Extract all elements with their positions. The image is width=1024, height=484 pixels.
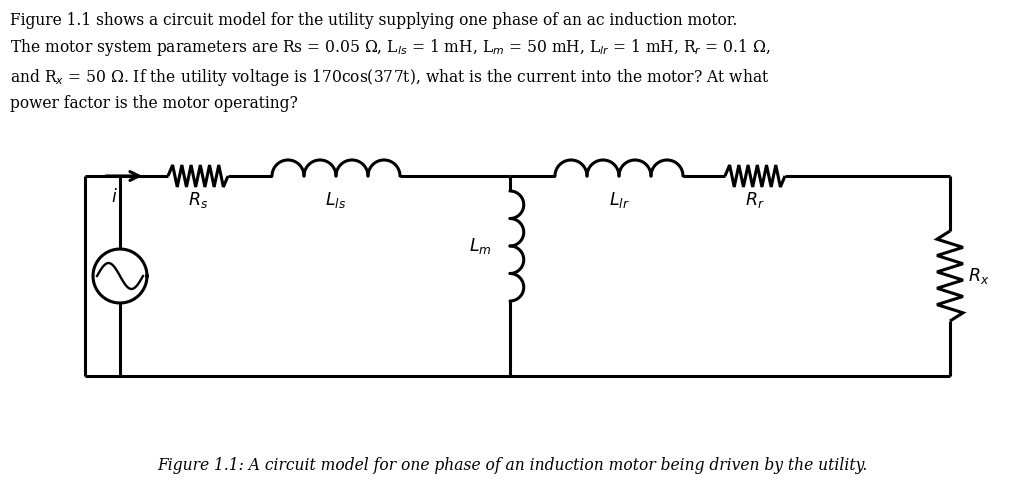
Text: Figure 1.1 shows a circuit model for the utility supplying one phase of an ac in: Figure 1.1 shows a circuit model for the…: [10, 12, 770, 112]
Text: $R_s$: $R_s$: [188, 190, 208, 210]
Text: $i$: $i$: [111, 188, 118, 206]
Text: Figure 1.1: A circuit model for one phase of an induction motor being driven by : Figure 1.1: A circuit model for one phas…: [157, 457, 867, 474]
Text: $R_x$: $R_x$: [968, 266, 989, 286]
Text: $R_r$: $R_r$: [745, 190, 765, 210]
Text: $L_{ls}$: $L_{ls}$: [326, 190, 346, 210]
Text: $L_{lr}$: $L_{lr}$: [608, 190, 630, 210]
Text: $L_m$: $L_m$: [469, 236, 492, 256]
